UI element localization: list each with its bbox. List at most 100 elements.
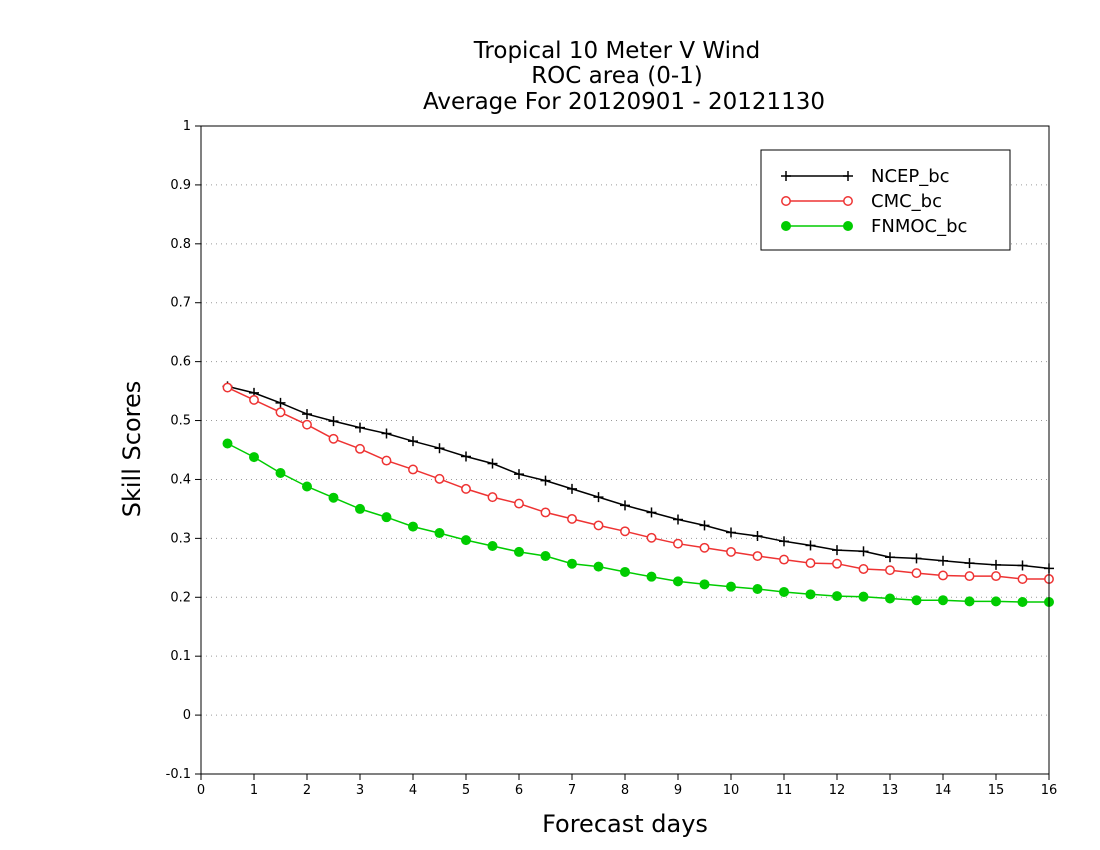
data-point-fnmoc-bc (328, 492, 339, 503)
data-point-fnmoc-bc (646, 571, 657, 582)
data-point-cmc-bc (964, 571, 975, 582)
y-tick-label: 0.1 (170, 649, 191, 664)
series-ncep-bc (222, 381, 1054, 574)
legend-marker-left (781, 171, 791, 181)
data-point-fnmoc-bc (805, 589, 816, 600)
data-point-cmc-bc (302, 419, 312, 430)
data-point-cmc-bc (567, 513, 577, 524)
data-point-cmc-bc (514, 498, 524, 509)
data-point-cmc-bc (752, 551, 763, 561)
chart-title-line-1: Tropical 10 Meter V Wind (473, 38, 760, 64)
data-point-ncep-bc (434, 443, 445, 454)
data-point-fnmoc-bc (461, 535, 471, 546)
data-point-cmc-bc (699, 542, 710, 553)
x-tick-label: 13 (882, 783, 899, 798)
x-tick-label: 7 (568, 783, 576, 798)
data-point-cmc-bc (938, 570, 948, 581)
data-point-fnmoc-bc (673, 576, 683, 587)
x-tick-label: 1 (250, 783, 258, 798)
x-tick-label: 15 (988, 783, 1005, 798)
x-tick-label: 4 (409, 783, 417, 798)
data-point-ncep-bc (646, 507, 657, 518)
data-point-ncep-bc (964, 558, 975, 569)
data-point-ncep-bc (752, 531, 763, 542)
y-axis-title: Skill Scores (118, 381, 146, 518)
y-tick-label: -0.1 (166, 767, 191, 782)
data-point-ncep-bc (540, 475, 551, 486)
data-point-cmc-bc (911, 568, 922, 579)
data-point-fnmoc-bc (1017, 596, 1028, 607)
data-point-fnmoc-bc (779, 586, 789, 597)
data-point-ncep-bc (381, 428, 392, 439)
data-point-cmc-bc (832, 558, 842, 569)
y-tick-label: 0.6 (170, 355, 191, 370)
data-point-ncep-bc (938, 555, 948, 566)
data-point-fnmoc-bc (222, 438, 233, 449)
y-tick-label: 0.8 (170, 237, 191, 252)
data-point-ncep-bc (832, 545, 842, 556)
y-tick-label: 0 (183, 708, 191, 723)
legend-label: CMC_bc (871, 191, 942, 212)
data-point-fnmoc-bc (832, 591, 842, 602)
data-point-cmc-bc (620, 526, 630, 537)
data-point-fnmoc-bc (964, 596, 975, 607)
chart-title: Tropical 10 Meter V Wind ROC area (0-1) … (423, 38, 825, 115)
x-tick-label: 9 (674, 783, 682, 798)
data-point-cmc-bc (593, 520, 604, 531)
data-point-fnmoc-bc (911, 595, 922, 606)
data-point-cmc-bc (461, 483, 471, 494)
data-point-cmc-bc (1017, 574, 1028, 584)
data-point-ncep-bc (514, 469, 524, 480)
data-point-fnmoc-bc (434, 528, 445, 539)
legend-marker-right (843, 196, 853, 206)
data-point-cmc-bc (249, 394, 259, 405)
data-point-fnmoc-bc (540, 551, 551, 562)
y-tick-label: 1 (183, 119, 191, 134)
legend-item-fnmoc-bc: FNMOC_bc (781, 216, 967, 237)
legend-item-ncep-bc: NCEP_bc (781, 166, 950, 187)
data-point-cmc-bc (991, 571, 1001, 582)
y-tick-label: 0.4 (170, 472, 191, 487)
data-point-cmc-bc (355, 443, 365, 454)
data-point-ncep-bc (779, 536, 789, 547)
data-point-fnmoc-bc (302, 481, 312, 492)
plot-frame (200, 125, 1050, 775)
x-tick-label: 11 (776, 783, 793, 798)
data-point-ncep-bc (275, 397, 286, 408)
data-point-ncep-bc (673, 514, 683, 525)
data-point-fnmoc-bc (752, 584, 763, 595)
x-tick-label: 12 (829, 783, 846, 798)
data-point-cmc-bc (434, 473, 445, 484)
data-point-ncep-bc (461, 451, 471, 462)
legend-marker-right (843, 221, 853, 231)
data-point-ncep-bc (328, 416, 339, 427)
data-point-cmc-bc (726, 546, 736, 557)
data-point-cmc-bc (275, 407, 286, 418)
data-point-cmc-bc (540, 507, 551, 518)
data-point-cmc-bc (408, 464, 418, 475)
data-point-cmc-bc (805, 558, 816, 569)
data-point-cmc-bc (779, 554, 789, 565)
data-point-cmc-bc (381, 455, 392, 466)
data-point-fnmoc-bc (275, 467, 286, 478)
x-tick-label: 16 (1041, 783, 1058, 798)
data-point-fnmoc-bc (593, 561, 604, 572)
data-point-fnmoc-bc (699, 579, 710, 590)
data-point-ncep-bc (355, 422, 365, 433)
data-point-ncep-bc (858, 546, 869, 557)
y-tick-label: 0.3 (170, 531, 191, 546)
data-point-fnmoc-bc (514, 546, 524, 557)
legend-label: NCEP_bc (871, 166, 950, 187)
data-point-cmc-bc (673, 538, 683, 549)
data-point-fnmoc-bc (381, 512, 392, 523)
data-point-cmc-bc (646, 532, 657, 543)
data-point-fnmoc-bc (938, 595, 948, 606)
data-point-fnmoc-bc (885, 593, 895, 604)
data-point-fnmoc-bc (408, 521, 418, 532)
y-tick-label: 0.5 (170, 414, 191, 429)
chart-title-line-2: ROC area (0-1) (531, 63, 703, 89)
series-fnmoc-bc (222, 438, 1054, 607)
legend-item-cmc-bc: CMC_bc (781, 191, 942, 212)
data-point-cmc-bc (885, 565, 895, 576)
